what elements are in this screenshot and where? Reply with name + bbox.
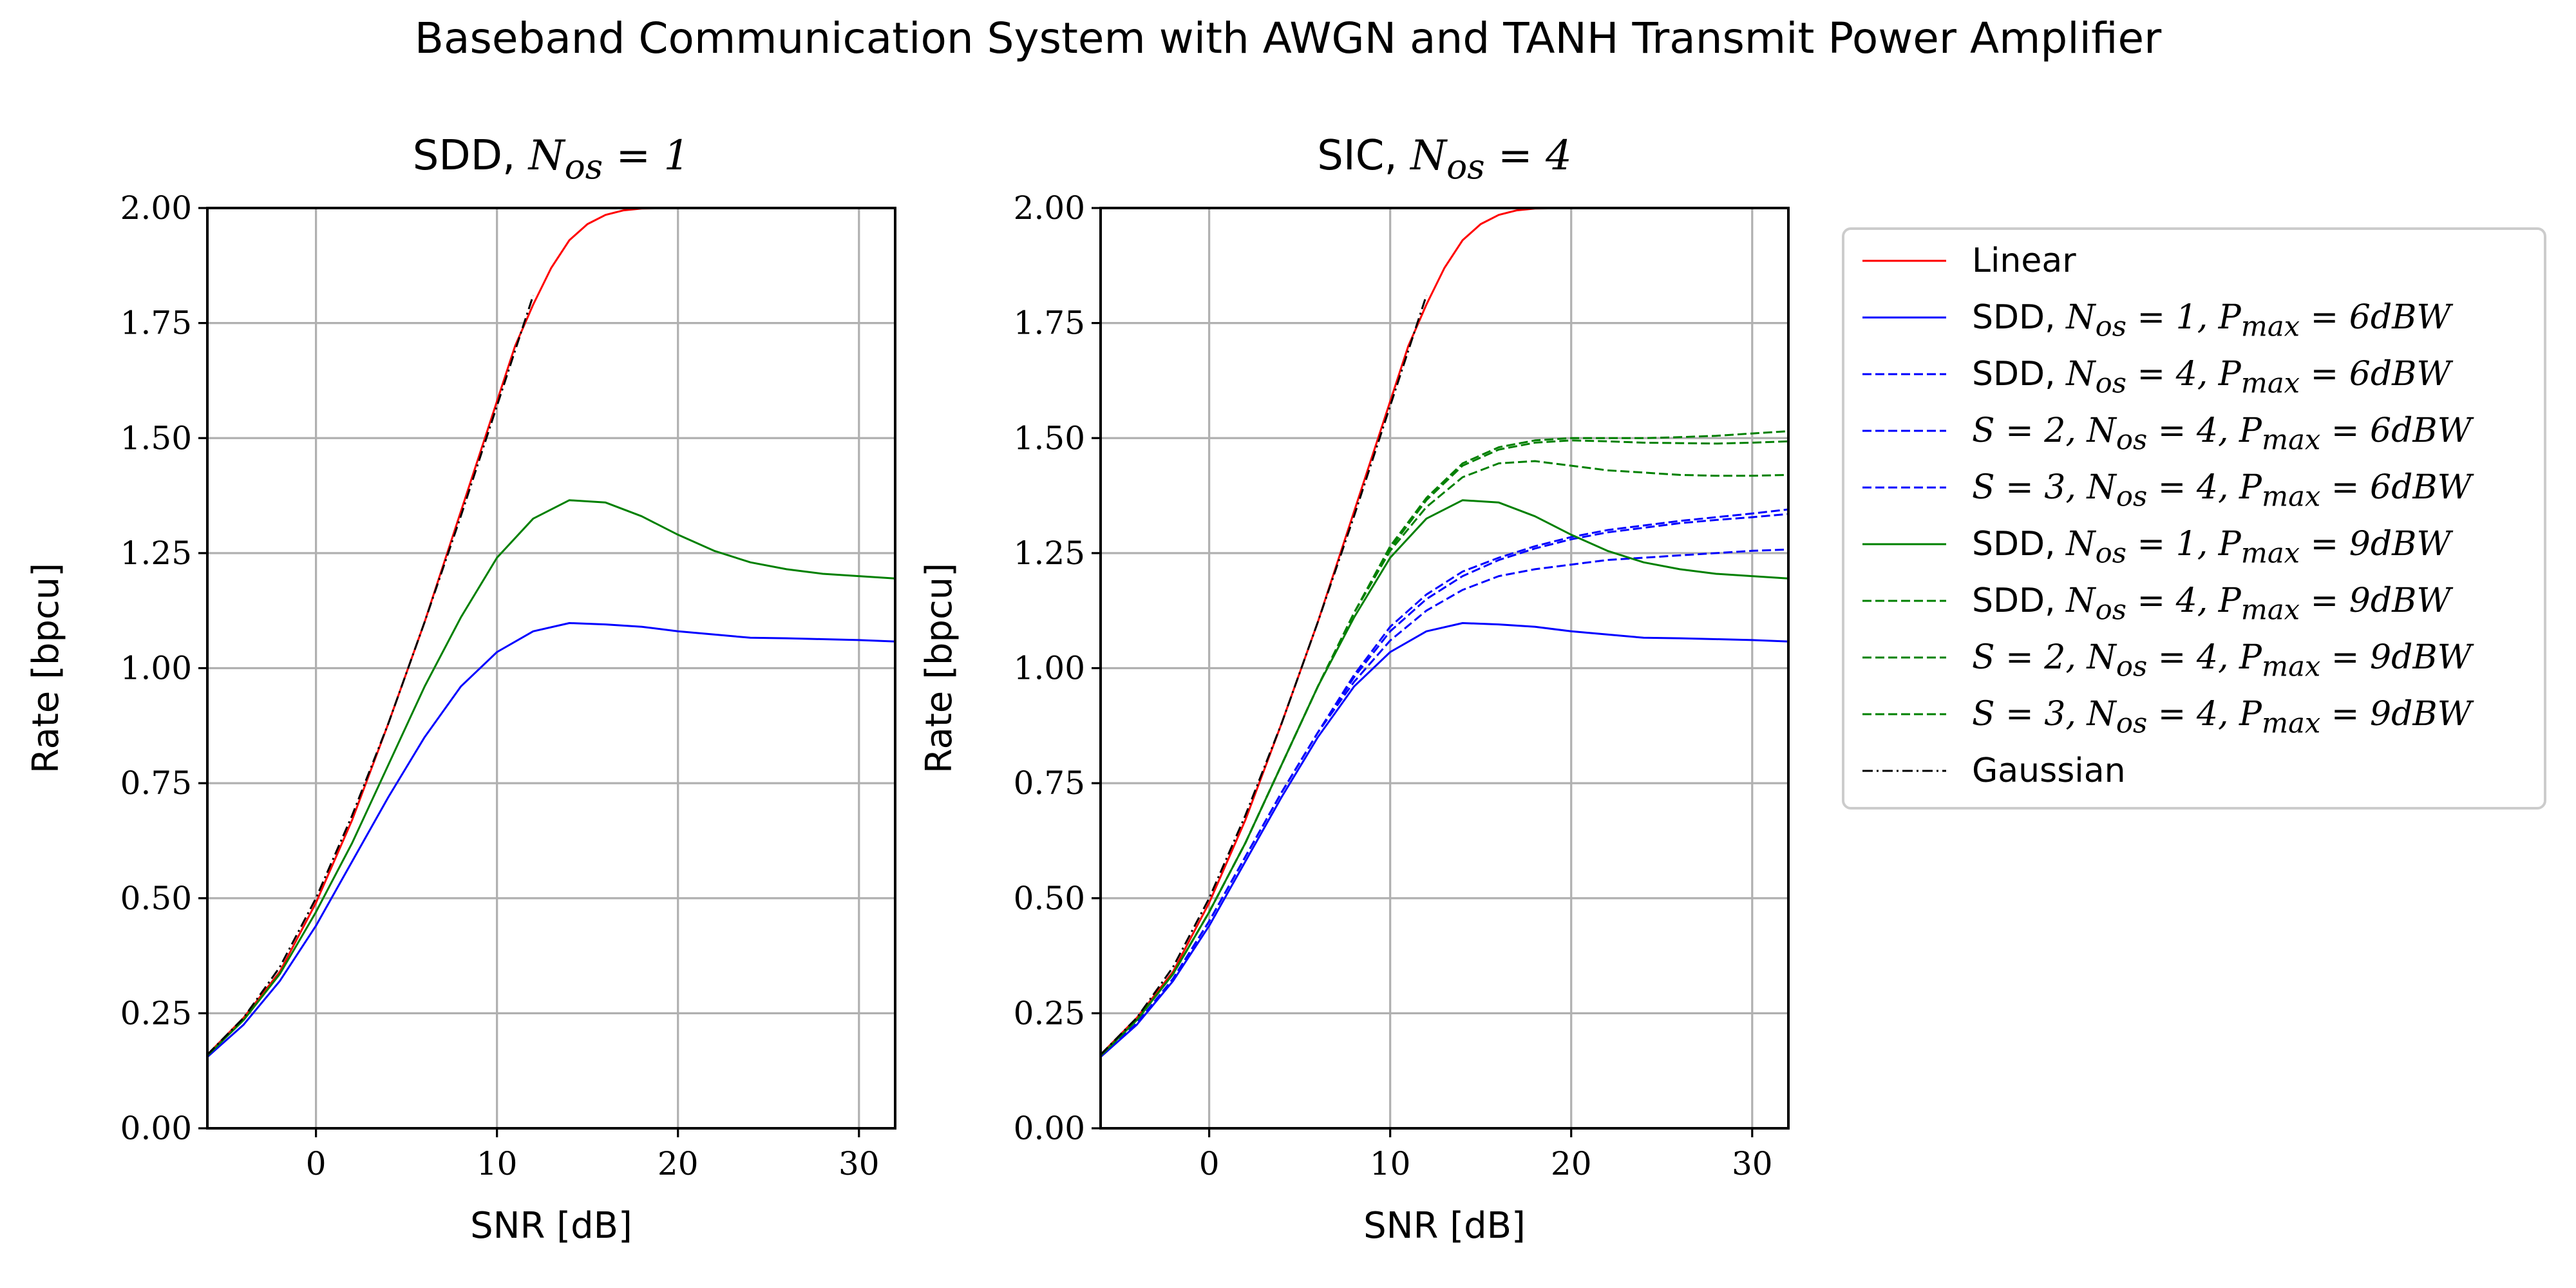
- x-tick-label: 20: [1551, 1145, 1592, 1182]
- series-gauss: [207, 295, 535, 1056]
- x-tick-label: 10: [477, 1145, 518, 1182]
- legend: Linear SDD, Nos = 1, Pmax = 6dBW SDD, Nos …: [1842, 227, 2546, 810]
- series-sdd1_9: [1101, 499, 1788, 1057]
- x-tick-label: 0: [1199, 1145, 1220, 1182]
- y-tick-label: 0.25: [120, 994, 192, 1032]
- series-linear: [207, 208, 895, 1056]
- y-tick-label: 0.25: [1014, 994, 1085, 1032]
- x-tick-label: 0: [306, 1145, 327, 1182]
- x-tick-label: 20: [658, 1145, 699, 1182]
- legend-label-gauss: Gaussian: [1972, 752, 2126, 790]
- y-tick-label: 1.25: [1014, 535, 1085, 572]
- legend-label-s2_9: S = 2, Nos = 4, Pmax = 9dBW: [1972, 638, 2472, 683]
- legend-label-s3_9: S = 3, Nos = 4, Pmax = 9dBW: [1972, 695, 2472, 739]
- legend-frame: [1842, 227, 2546, 810]
- y-tick-label: 2.00: [1014, 189, 1085, 227]
- series-sdd4_9: [1101, 460, 1788, 1057]
- legend-label-linear: Linear: [1972, 242, 2076, 280]
- y-tick-label: 0.00: [120, 1110, 192, 1147]
- y-tick-label: 1.75: [1014, 305, 1085, 342]
- y-tick-label: 0.75: [1014, 764, 1085, 802]
- series-linear: [1101, 208, 1788, 1056]
- legend-label-sdd1_6: SDD, Nos = 1, Pmax = 6dBW: [1972, 298, 2451, 343]
- x-axis-label: SNR [dB]: [1363, 1205, 1526, 1247]
- y-tick-label: 1.00: [120, 650, 192, 687]
- series-s2_9: [1101, 439, 1788, 1057]
- series-sdd4_6: [1101, 548, 1788, 1057]
- legend-label-s3_6: S = 3, Nos = 4, Pmax = 6dBW: [1972, 468, 2472, 513]
- y-tick-label: 1.75: [120, 305, 192, 342]
- grid: [1101, 207, 1788, 1130]
- legend-label-s2_6: S = 2, Nos = 4, Pmax = 6dBW: [1972, 412, 2472, 456]
- y-tick-label: 0.50: [1014, 880, 1085, 917]
- y-axis-label: Rate [bpcu]: [918, 563, 960, 773]
- legend-label-sdd4_9: SDD, Nos = 4, Pmax = 9dBW: [1972, 582, 2451, 626]
- y-tick-label: 0.50: [120, 880, 192, 917]
- y-tick-label: 0.75: [120, 764, 192, 802]
- x-tick-label: 10: [1370, 1145, 1411, 1182]
- y-axis-label: Rate [bpcu]: [25, 563, 67, 773]
- y-tick-label: 1.50: [120, 419, 192, 457]
- x-tick-label: 30: [1732, 1145, 1773, 1182]
- y-tick-label: 1.25: [120, 535, 192, 572]
- x-axis-label: SNR [dB]: [470, 1205, 632, 1247]
- y-tick-label: 1.50: [1014, 419, 1085, 457]
- series-s3_9: [1101, 430, 1788, 1057]
- series-group: [207, 208, 895, 1058]
- grid: [207, 207, 895, 1130]
- series-group: [1101, 208, 1788, 1058]
- legend-label-sdd4_6: SDD, Nos = 4, Pmax = 6dBW: [1972, 355, 2451, 399]
- series-sdd1_9: [207, 499, 895, 1057]
- x-tick-label: 30: [838, 1145, 880, 1182]
- series-s2_6: [1101, 513, 1788, 1057]
- y-tick-label: 0.00: [1014, 1110, 1085, 1147]
- panel-2: 0 10 20 30 0.00 0.25 0.50 0.75 1.00 1.25 1.50 1.75 2…: [918, 132, 1790, 1247]
- panel-1: 0 10 20 30 0.00 0.25 0.50 0.75 1.00 1.25 1.50 1.75 2…: [25, 132, 896, 1247]
- series-sdd1_6: [1101, 622, 1788, 1058]
- y-tick-label: 2.00: [120, 189, 192, 227]
- panel-title: SDD, Nos = 1: [413, 132, 690, 187]
- y-tick-label: 1.00: [1014, 650, 1085, 687]
- legend-label-sdd1_9: SDD, Nos = 1, Pmax = 9dBW: [1972, 525, 2451, 569]
- panel-title: SIC, Nos = 4: [1317, 132, 1571, 187]
- series-gauss: [1101, 295, 1428, 1056]
- series-sdd1_6: [207, 622, 895, 1058]
- figure-title: Baseband Communication System with AWGN …: [415, 14, 2162, 63]
- series-s3_6: [1101, 508, 1788, 1057]
